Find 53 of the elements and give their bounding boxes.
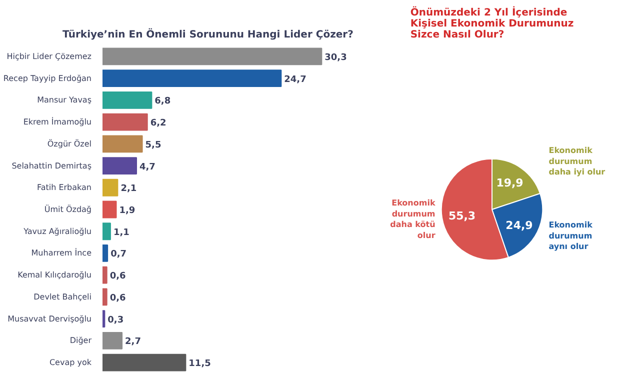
- data-label: 55,3: [448, 210, 476, 223]
- y-tick-label: Devlet Bahçeli: [34, 292, 92, 302]
- y-tick-label: Cevap yok: [49, 358, 92, 368]
- y-tick-label: Musavvat Dervişoğlu: [8, 314, 92, 324]
- bar: [102, 266, 108, 284]
- chart-title: Önümüzdeki 2 Yıl İçerisinde Kişisel Ekonomik Durumunuz Sizce Nasıl Olur?: [410, 6, 574, 40]
- bar: [102, 288, 108, 306]
- bar: [102, 244, 108, 262]
- bar: [102, 48, 322, 66]
- bar: [102, 354, 186, 372]
- data-label: 6,2: [150, 118, 166, 129]
- bar: [102, 200, 117, 218]
- data-label: 0,3: [108, 315, 124, 326]
- data-label: 19,9: [496, 176, 524, 190]
- data-label: 30,3: [324, 52, 347, 63]
- data-label: 24,7: [284, 74, 306, 85]
- slice-label: Ekonomik durumum daha iyi olur: [548, 146, 606, 177]
- data-label: 6,8: [154, 96, 171, 107]
- y-tick-label: Kemal Kılıçdaroğlu: [18, 270, 92, 280]
- chart-title: Türkiye’nin En Önemli Sorununu Hangi Lider Çözer?: [62, 28, 354, 40]
- y-tick-label: Muharrem İnce: [31, 248, 92, 258]
- data-label: 24,9: [506, 219, 533, 232]
- bar: [102, 70, 282, 87]
- y-tick-label: Yavuz Ağıralioğlu: [22, 226, 92, 236]
- y-tick-label: Ekrem İmamoğlu: [23, 116, 92, 127]
- y-tick-label: Fatih Erbakan: [36, 183, 92, 192]
- bar: [102, 332, 123, 350]
- data-label: 1,1: [113, 228, 130, 238]
- data-label: 0,6: [110, 293, 126, 304]
- y-tick-label: Özgür Özel: [47, 138, 92, 148]
- bar: [102, 157, 137, 174]
- data-label: 2,1: [120, 184, 137, 194]
- bar: [102, 113, 148, 131]
- data-label: 5,5: [145, 140, 162, 150]
- y-tick-label: Mansur Yavaş: [37, 96, 92, 105]
- slice-label: Ekonomik durumum daha kötü olur: [390, 198, 436, 240]
- bar: [102, 310, 106, 328]
- data-label: 11,5: [188, 359, 211, 370]
- y-tick-label: Diğer: [70, 336, 92, 346]
- y-tick-label: Hiçbir Lider Çözemez: [6, 52, 92, 61]
- data-label: 4,7: [139, 162, 156, 172]
- data-label: 0,6: [110, 272, 126, 282]
- y-tick-label: Recep Tayyip Erdoğan: [3, 74, 92, 83]
- y-tick-label: Ümit Özdağ: [44, 204, 92, 214]
- bar: [102, 178, 118, 196]
- slice-label: Ekonomik durumum aynı olur: [548, 220, 594, 252]
- bar: [102, 222, 111, 240]
- data-label: 1,9: [119, 206, 136, 216]
- data-label: 2,7: [125, 337, 141, 348]
- y-tick-label: Selahattin Demirtaş: [12, 161, 92, 170]
- bar: [102, 91, 152, 109]
- data-label: 0,7: [110, 250, 127, 260]
- bar: [102, 135, 143, 153]
